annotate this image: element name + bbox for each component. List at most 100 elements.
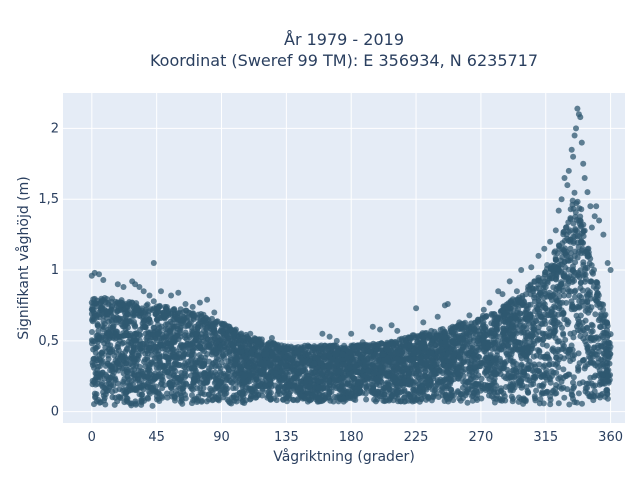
data-point bbox=[307, 397, 314, 404]
data-point bbox=[165, 358, 172, 365]
data-point bbox=[561, 270, 568, 277]
data-point bbox=[606, 360, 613, 367]
data-point bbox=[472, 330, 479, 337]
data-point bbox=[171, 332, 178, 339]
data-point bbox=[590, 397, 597, 404]
data-point bbox=[375, 341, 382, 347]
data-point bbox=[460, 368, 466, 375]
data-point bbox=[218, 327, 224, 334]
data-point bbox=[588, 278, 595, 285]
data-point bbox=[117, 315, 124, 322]
data-point bbox=[602, 352, 609, 359]
data-point bbox=[567, 206, 574, 213]
data-point bbox=[469, 393, 475, 400]
data-point bbox=[537, 396, 544, 403]
data-point bbox=[535, 336, 541, 342]
data-point bbox=[562, 224, 569, 231]
data-point bbox=[200, 385, 207, 392]
data-point bbox=[439, 362, 446, 369]
data-point bbox=[477, 363, 484, 370]
data-point bbox=[525, 389, 532, 396]
data-point bbox=[582, 278, 588, 285]
data-point bbox=[89, 377, 96, 384]
data-point bbox=[155, 395, 162, 402]
data-point bbox=[189, 392, 195, 399]
data-point bbox=[580, 228, 587, 235]
data-point bbox=[256, 355, 263, 361]
data-point bbox=[400, 341, 406, 348]
data-point bbox=[501, 335, 508, 342]
data-point bbox=[267, 380, 274, 387]
data-point bbox=[438, 356, 445, 362]
data-point bbox=[550, 361, 556, 367]
data-point bbox=[458, 325, 465, 332]
data-point bbox=[240, 359, 247, 366]
data-point bbox=[433, 361, 439, 368]
data-point bbox=[221, 354, 227, 361]
data-point bbox=[179, 379, 186, 386]
data-point bbox=[279, 367, 286, 374]
data-point bbox=[128, 354, 134, 361]
data-point bbox=[131, 334, 138, 341]
data-point bbox=[144, 301, 151, 308]
data-point bbox=[350, 343, 357, 350]
data-point bbox=[127, 360, 134, 367]
chart-title-line1: År 1979 - 2019 bbox=[284, 30, 404, 49]
data-point bbox=[156, 341, 163, 348]
data-point bbox=[236, 380, 243, 387]
data-point bbox=[507, 381, 514, 388]
data-point bbox=[171, 354, 178, 361]
data-point bbox=[532, 363, 539, 370]
data-point bbox=[113, 349, 120, 356]
data-point bbox=[218, 336, 225, 343]
data-point bbox=[582, 385, 589, 392]
data-point bbox=[128, 342, 135, 349]
data-point bbox=[516, 378, 522, 385]
data-point bbox=[228, 379, 235, 386]
data-point bbox=[446, 332, 453, 339]
data-point bbox=[588, 262, 595, 269]
data-point bbox=[154, 331, 161, 338]
data-point bbox=[394, 355, 401, 362]
data-point bbox=[536, 289, 543, 296]
data-point bbox=[449, 365, 456, 372]
data-point bbox=[522, 291, 529, 298]
data-point bbox=[588, 304, 595, 311]
data-point bbox=[572, 226, 579, 232]
data-point bbox=[284, 387, 291, 394]
data-point bbox=[488, 370, 494, 377]
data-point bbox=[474, 397, 481, 403]
data-point bbox=[350, 396, 357, 403]
data-point bbox=[478, 380, 485, 387]
data-point bbox=[512, 338, 519, 345]
data-point bbox=[115, 341, 122, 347]
data-point bbox=[122, 354, 129, 361]
data-point bbox=[96, 352, 103, 358]
data-point bbox=[182, 307, 189, 314]
data-point bbox=[124, 395, 131, 402]
data-point bbox=[547, 396, 554, 403]
data-point bbox=[542, 305, 549, 312]
data-point bbox=[597, 311, 604, 318]
data-point bbox=[593, 279, 600, 286]
data-point bbox=[585, 309, 592, 316]
data-point bbox=[566, 228, 573, 235]
data-point bbox=[540, 400, 547, 407]
data-point bbox=[557, 300, 563, 307]
data-point bbox=[467, 336, 474, 343]
data-point bbox=[282, 363, 289, 369]
data-point bbox=[573, 399, 580, 406]
data-point bbox=[452, 324, 459, 331]
data-point bbox=[223, 340, 229, 347]
data-point bbox=[524, 376, 531, 383]
data-point bbox=[560, 287, 567, 294]
data-point bbox=[454, 375, 461, 382]
data-point bbox=[202, 330, 209, 337]
data-point bbox=[112, 387, 119, 394]
data-point bbox=[475, 346, 482, 353]
data-point bbox=[434, 336, 441, 342]
data-point bbox=[547, 401, 554, 408]
data-point bbox=[543, 367, 550, 374]
data-point bbox=[258, 359, 265, 366]
data-point bbox=[553, 256, 559, 263]
